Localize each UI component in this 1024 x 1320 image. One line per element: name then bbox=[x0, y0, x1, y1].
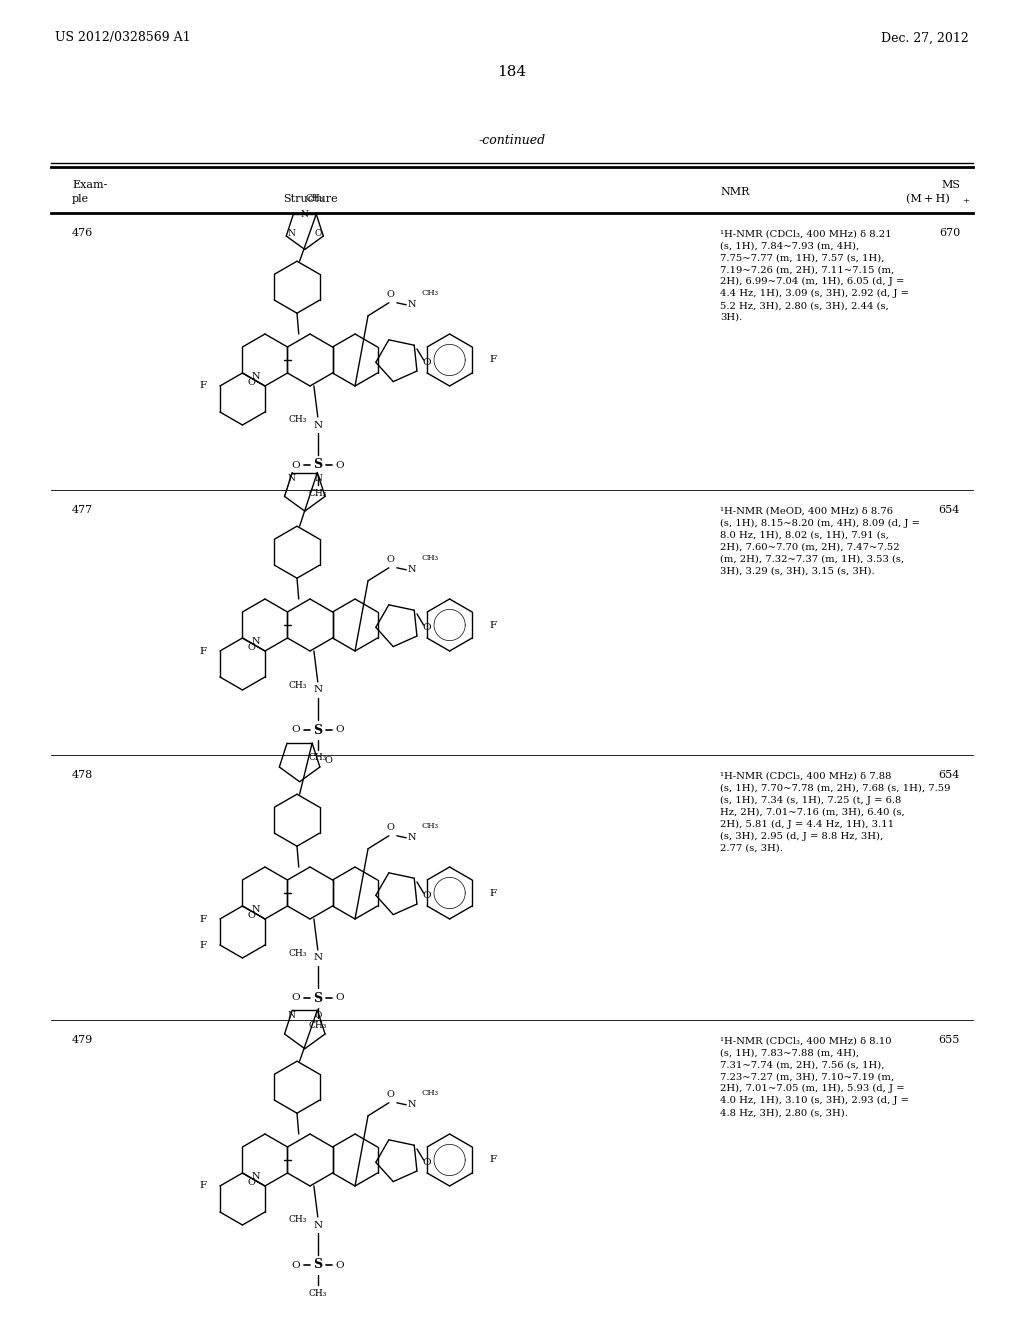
Text: CH₃: CH₃ bbox=[305, 194, 324, 203]
Text: N: N bbox=[408, 300, 417, 309]
Text: CH₃: CH₃ bbox=[289, 949, 307, 957]
Text: CH₃: CH₃ bbox=[422, 1089, 438, 1097]
Text: N: N bbox=[288, 474, 296, 483]
Text: US 2012/0328569 A1: US 2012/0328569 A1 bbox=[55, 32, 190, 45]
Text: N: N bbox=[252, 1172, 260, 1181]
Text: O: O bbox=[248, 378, 255, 387]
Text: O: O bbox=[248, 911, 255, 920]
Text: Dec. 27, 2012: Dec. 27, 2012 bbox=[882, 32, 969, 45]
Text: NMR: NMR bbox=[720, 187, 750, 197]
Text: F: F bbox=[200, 1181, 207, 1191]
Text: O: O bbox=[325, 756, 333, 764]
Text: N: N bbox=[287, 1011, 295, 1020]
Text: N: N bbox=[313, 685, 323, 694]
Text: F: F bbox=[200, 915, 207, 924]
Text: 479: 479 bbox=[72, 1035, 93, 1045]
Text: 654: 654 bbox=[939, 506, 961, 515]
Text: N: N bbox=[252, 906, 260, 915]
Text: ¹H-NMR (CDCl₃, 400 MHz) δ 8.21
(s, 1H), 7.84~7.93 (m, 4H),
7.75~7.77 (m, 1H), 7.: ¹H-NMR (CDCl₃, 400 MHz) δ 8.21 (s, 1H), … bbox=[720, 230, 909, 322]
Text: O: O bbox=[387, 290, 395, 300]
Text: O: O bbox=[423, 623, 431, 632]
Text: CH₃: CH₃ bbox=[308, 1288, 327, 1298]
Text: N: N bbox=[408, 1101, 417, 1109]
Text: N: N bbox=[408, 565, 417, 574]
Text: O: O bbox=[248, 1177, 255, 1187]
Text: F: F bbox=[200, 647, 207, 656]
Text: 478: 478 bbox=[72, 770, 93, 780]
Text: CH₃: CH₃ bbox=[422, 289, 438, 297]
Text: F: F bbox=[489, 620, 497, 630]
Text: O: O bbox=[387, 1090, 395, 1100]
Text: (M + H): (M + H) bbox=[906, 194, 950, 205]
Text: S: S bbox=[313, 723, 323, 737]
Text: ¹H-NMR (CDCl₃, 400 MHz) δ 8.10
(s, 1H), 7.83~7.88 (m, 4H),
7.31~7.74 (m, 2H), 7.: ¹H-NMR (CDCl₃, 400 MHz) δ 8.10 (s, 1H), … bbox=[720, 1038, 909, 1117]
Text: O: O bbox=[315, 1011, 323, 1020]
Text: O: O bbox=[336, 461, 344, 470]
Text: MS: MS bbox=[941, 180, 961, 190]
Text: N: N bbox=[287, 230, 295, 239]
Text: 476: 476 bbox=[72, 228, 93, 238]
Text: 655: 655 bbox=[939, 1035, 961, 1045]
Text: O: O bbox=[292, 461, 300, 470]
Text: 184: 184 bbox=[498, 65, 526, 79]
Text: ¹H-NMR (CDCl₃, 400 MHz) δ 7.88
(s, 1H), 7.70~7.78 (m, 2H), 7.68 (s, 1H), 7.59
(s: ¹H-NMR (CDCl₃, 400 MHz) δ 7.88 (s, 1H), … bbox=[720, 772, 950, 853]
Text: O: O bbox=[292, 726, 300, 734]
Text: ¹H-NMR (MeOD, 400 MHz) δ 8.76
(s, 1H), 8.15~8.20 (m, 4H), 8.09 (d, J =
8.0 Hz, 1: ¹H-NMR (MeOD, 400 MHz) δ 8.76 (s, 1H), 8… bbox=[720, 507, 920, 576]
Text: O: O bbox=[336, 994, 344, 1002]
Text: F: F bbox=[489, 355, 497, 364]
Text: CH₃: CH₃ bbox=[308, 488, 327, 498]
Text: O: O bbox=[314, 230, 323, 239]
Text: F: F bbox=[200, 940, 207, 949]
Text: S: S bbox=[313, 991, 323, 1005]
Text: CH₃: CH₃ bbox=[289, 681, 307, 689]
Text: O: O bbox=[336, 1261, 344, 1270]
Text: S: S bbox=[313, 458, 323, 471]
Text: N: N bbox=[252, 372, 260, 381]
Text: CH₃: CH₃ bbox=[289, 1216, 307, 1225]
Text: +: + bbox=[962, 197, 969, 205]
Text: F: F bbox=[200, 381, 207, 391]
Text: O: O bbox=[336, 726, 344, 734]
Text: S: S bbox=[313, 1258, 323, 1271]
Text: N: N bbox=[313, 1221, 323, 1229]
Text: O: O bbox=[292, 994, 300, 1002]
Text: O: O bbox=[292, 1261, 300, 1270]
Text: 477: 477 bbox=[72, 506, 93, 515]
Text: CH₃: CH₃ bbox=[422, 822, 438, 830]
Text: O: O bbox=[423, 1158, 431, 1167]
Text: CH₃: CH₃ bbox=[289, 416, 307, 425]
Text: 670: 670 bbox=[939, 228, 961, 238]
Text: -continued: -continued bbox=[478, 133, 546, 147]
Text: N: N bbox=[408, 833, 417, 842]
Text: N: N bbox=[313, 421, 323, 429]
Text: N: N bbox=[313, 953, 323, 962]
Text: N: N bbox=[314, 474, 322, 483]
Text: O: O bbox=[423, 891, 431, 900]
Text: CH₃: CH₃ bbox=[422, 554, 438, 562]
Text: Structure: Structure bbox=[283, 194, 337, 205]
Text: N: N bbox=[301, 210, 309, 219]
Text: O: O bbox=[387, 824, 395, 833]
Text: CH₃: CH₃ bbox=[308, 1022, 327, 1031]
Text: 654: 654 bbox=[939, 770, 961, 780]
Text: Exam-: Exam- bbox=[72, 180, 108, 190]
Text: CH₃: CH₃ bbox=[308, 754, 327, 763]
Text: N: N bbox=[252, 638, 260, 647]
Text: F: F bbox=[489, 888, 497, 898]
Text: O: O bbox=[423, 358, 431, 367]
Text: ple: ple bbox=[72, 194, 89, 205]
Text: F: F bbox=[489, 1155, 497, 1164]
Text: O: O bbox=[387, 556, 395, 565]
Text: O: O bbox=[248, 643, 255, 652]
